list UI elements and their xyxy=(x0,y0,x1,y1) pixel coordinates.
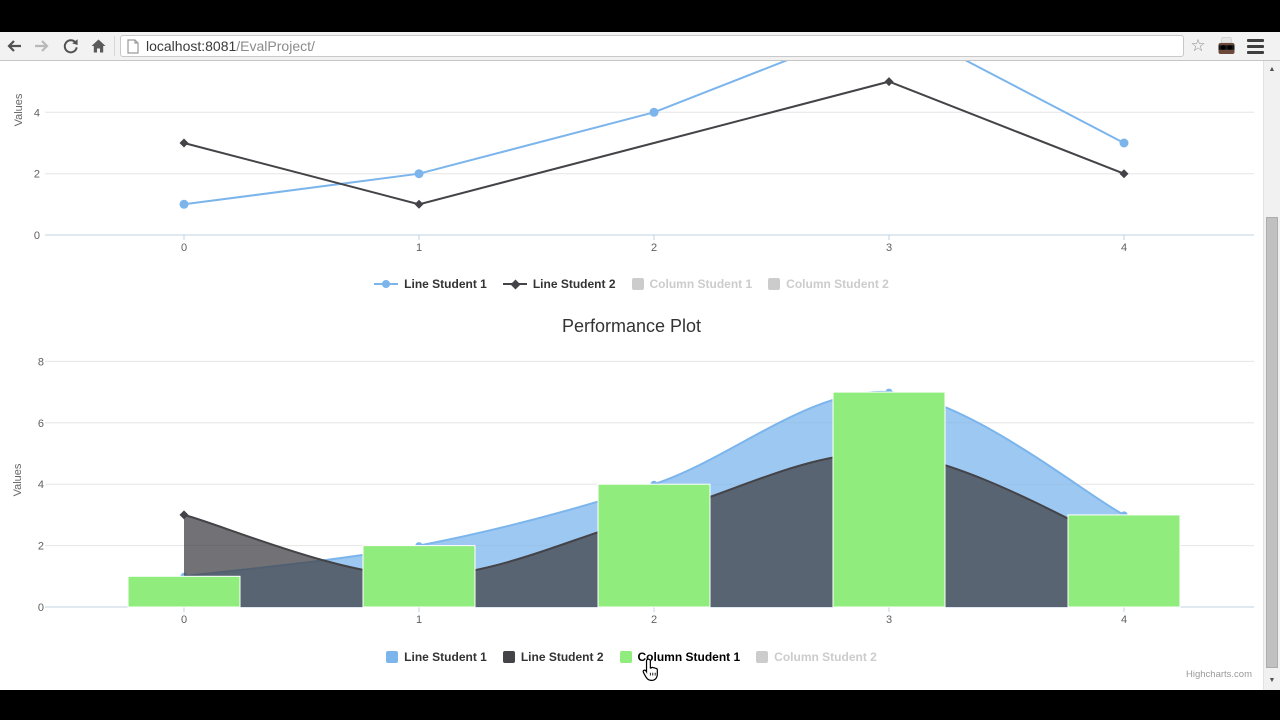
back-button[interactable] xyxy=(0,32,28,60)
top-chart-legend: Line Student 1 Line Student 2 Column Stude… xyxy=(0,276,1263,292)
column-student-1-bar xyxy=(1067,514,1181,608)
star-icon: ☆ xyxy=(1190,36,1206,55)
x-tick-label: 0 xyxy=(181,242,187,254)
x-tick-label: 3 xyxy=(886,614,892,626)
y-tick-label: 2 xyxy=(38,541,44,553)
back-arrow-icon xyxy=(7,40,21,52)
top-line-chart: 0 1 2 3 4 0 2 4 Values xyxy=(13,61,1254,254)
url-host: localhost:8081 xyxy=(146,38,237,54)
y-axis-title: Values xyxy=(13,93,25,126)
y-tick-label: 4 xyxy=(34,107,40,119)
home-button[interactable] xyxy=(84,32,112,60)
legend-label: Column Student 2 xyxy=(774,650,877,664)
address-bar[interactable]: localhost:8081/EvalProject/ xyxy=(120,35,1184,57)
legend-item-line-student-2[interactable]: Line Student 2 xyxy=(502,277,616,291)
column-student-1-bar xyxy=(362,545,476,608)
square-legend-symbol xyxy=(631,278,644,290)
scroll-up-arrow[interactable]: ▲ xyxy=(1268,66,1276,73)
square-legend-symbol xyxy=(756,651,769,663)
square-legend-symbol xyxy=(386,651,399,663)
y-tick-label: 0 xyxy=(34,230,40,242)
line-student-1-point xyxy=(179,199,189,209)
line-student-2-point xyxy=(414,199,424,209)
url-path: /EvalProject/ xyxy=(236,38,315,54)
y-tick-label: 2 xyxy=(34,169,40,181)
url-text: localhost:8081/EvalProject/ xyxy=(146,38,315,54)
letterbox-top xyxy=(0,0,1280,32)
mask-extension-icon xyxy=(1218,37,1234,54)
legend-label: Column Student 1 xyxy=(637,650,741,664)
line-student-1-point xyxy=(649,107,659,117)
page-content: 0 1 2 3 4 0 2 4 Values Line Student 1 Line Studen… xyxy=(0,61,1263,690)
letterbox-bottom xyxy=(0,690,1280,720)
toolbar-divider xyxy=(114,36,115,56)
x-tick-label: 2 xyxy=(651,614,657,626)
line-student-2-point xyxy=(179,510,189,520)
menu-icon xyxy=(1246,38,1264,42)
page-icon xyxy=(127,38,139,54)
scroll-thumb[interactable] xyxy=(1266,217,1278,668)
menu-icon xyxy=(1246,50,1264,54)
legend-marker xyxy=(382,280,391,288)
line-student-1-line xyxy=(183,61,1125,206)
line-student-2-point xyxy=(1119,169,1129,179)
chart-title: Performance Plot xyxy=(561,316,702,336)
legend-item-line-student-1[interactable]: Line Student 1 xyxy=(374,277,487,291)
legend-label: Column Student 1 xyxy=(649,277,753,291)
legend-item-column-student-1[interactable]: Column Student 1 xyxy=(619,650,741,664)
square-legend-symbol xyxy=(502,651,515,663)
legend-item-column-student-2[interactable]: Column Student 2 xyxy=(768,277,889,291)
square-legend-symbol xyxy=(619,651,632,663)
legend-item-line-student-2[interactable]: Line Student 2 xyxy=(502,650,604,664)
x-tick-label: 3 xyxy=(886,242,892,254)
legend-label: Line Student 2 xyxy=(532,277,616,291)
hand-cursor xyxy=(642,658,658,681)
home-icon xyxy=(91,39,105,53)
y-tick-label: 8 xyxy=(38,356,44,368)
performance-plot-chart: 0 1 2 3 4 0 2 4 6 8 Values xyxy=(12,356,1254,626)
circle-line-legend-symbol xyxy=(374,278,399,290)
extension-button[interactable] xyxy=(1212,32,1240,60)
browser-toolbar: localhost:8081/EvalProject/ ☆ xyxy=(0,32,1280,61)
y-axis-title: Values xyxy=(12,463,24,496)
menu-icon xyxy=(1246,44,1264,48)
legend-item-line-student-1[interactable]: Line Student 1 xyxy=(386,650,487,664)
line-student-1-point xyxy=(414,169,424,179)
line-student-2-point xyxy=(884,77,894,87)
legend-label: Line Student 1 xyxy=(404,277,487,291)
x-tick-label: 4 xyxy=(1121,614,1127,626)
x-tick-label: 0 xyxy=(181,614,187,626)
line-student-2-point xyxy=(179,138,189,148)
legend-label: Line Student 1 xyxy=(404,650,487,664)
column-student-1-bar xyxy=(127,575,241,608)
x-tick-label: 1 xyxy=(416,614,422,626)
bottom-chart-legend: Line Student 1 Line Student 2 Column Stude… xyxy=(0,649,1263,665)
column-student-1-bar xyxy=(832,391,946,608)
line-student-1-point xyxy=(1119,138,1129,148)
x-tick-label: 1 xyxy=(416,242,422,254)
bookmark-star-button[interactable]: ☆ xyxy=(1184,32,1212,60)
y-tick-label: 4 xyxy=(38,479,44,491)
scrollbar[interactable]: ▲ ▼ xyxy=(1263,61,1280,690)
x-tick-label: 2 xyxy=(651,242,657,254)
legend-item-column-student-2[interactable]: Column Student 2 xyxy=(756,650,877,664)
legend-marker xyxy=(510,279,521,290)
line-student-2-line xyxy=(183,80,1125,206)
legend-label: Line Student 2 xyxy=(520,650,604,664)
column-student-1-bar xyxy=(597,483,711,608)
y-tick-label: 0 xyxy=(38,602,44,614)
forward-arrow-icon xyxy=(35,40,49,52)
reload-button[interactable] xyxy=(56,32,84,60)
highcharts-credits-link[interactable]: Highcharts.com xyxy=(1186,669,1252,680)
scroll-down-arrow[interactable]: ▼ xyxy=(1268,677,1276,684)
reload-icon xyxy=(63,38,78,53)
y-tick-label: 6 xyxy=(38,418,44,430)
menu-button[interactable] xyxy=(1240,32,1270,60)
legend-item-column-student-1[interactable]: Column Student 1 xyxy=(631,277,753,291)
square-legend-symbol xyxy=(768,278,781,290)
x-tick-label: 4 xyxy=(1121,242,1127,254)
forward-button[interactable] xyxy=(28,32,56,60)
legend-label: Column Student 2 xyxy=(786,277,889,291)
diamond-line-legend-symbol xyxy=(502,278,527,290)
